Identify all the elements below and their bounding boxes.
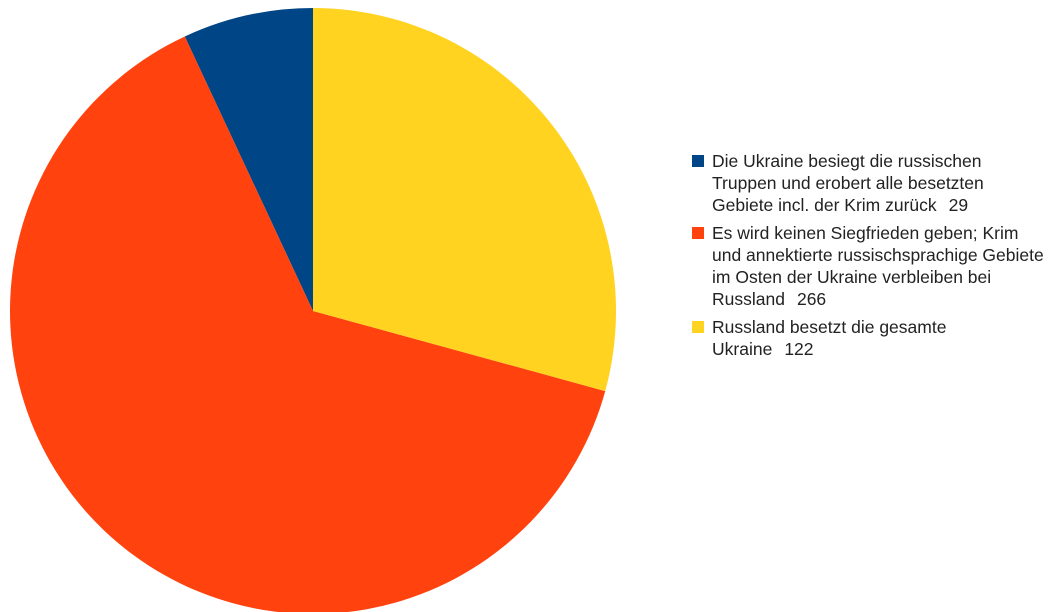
legend-item: Die Ukraine besiegt die russischen Trupp… [690,150,1045,216]
legend-value: 122 [784,339,814,359]
pie-slice [313,8,616,392]
legend-label: Es wird keinen Siegfrieden geben; Krim u… [712,223,1044,309]
legend: Die Ukraine besiegt die russischen Trupp… [690,150,1045,366]
legend-label: Die Ukraine besiegt die russischen Trupp… [712,151,984,215]
legend-swatch [692,227,704,239]
legend-swatch [692,321,704,333]
legend-swatch [692,155,704,167]
legend-value: 29 [948,195,969,215]
legend-item: Es wird keinen Siegfrieden geben; Krim u… [690,222,1045,310]
legend-value: 266 [796,289,827,309]
legend-item: Russland besetzt die gesamte Ukraine 122 [690,316,1045,360]
chart [10,8,616,612]
legend-label: Russland besetzt die gesamte Ukraine [712,317,947,359]
pie-slice [184,8,313,311]
pie-slice [10,36,606,612]
